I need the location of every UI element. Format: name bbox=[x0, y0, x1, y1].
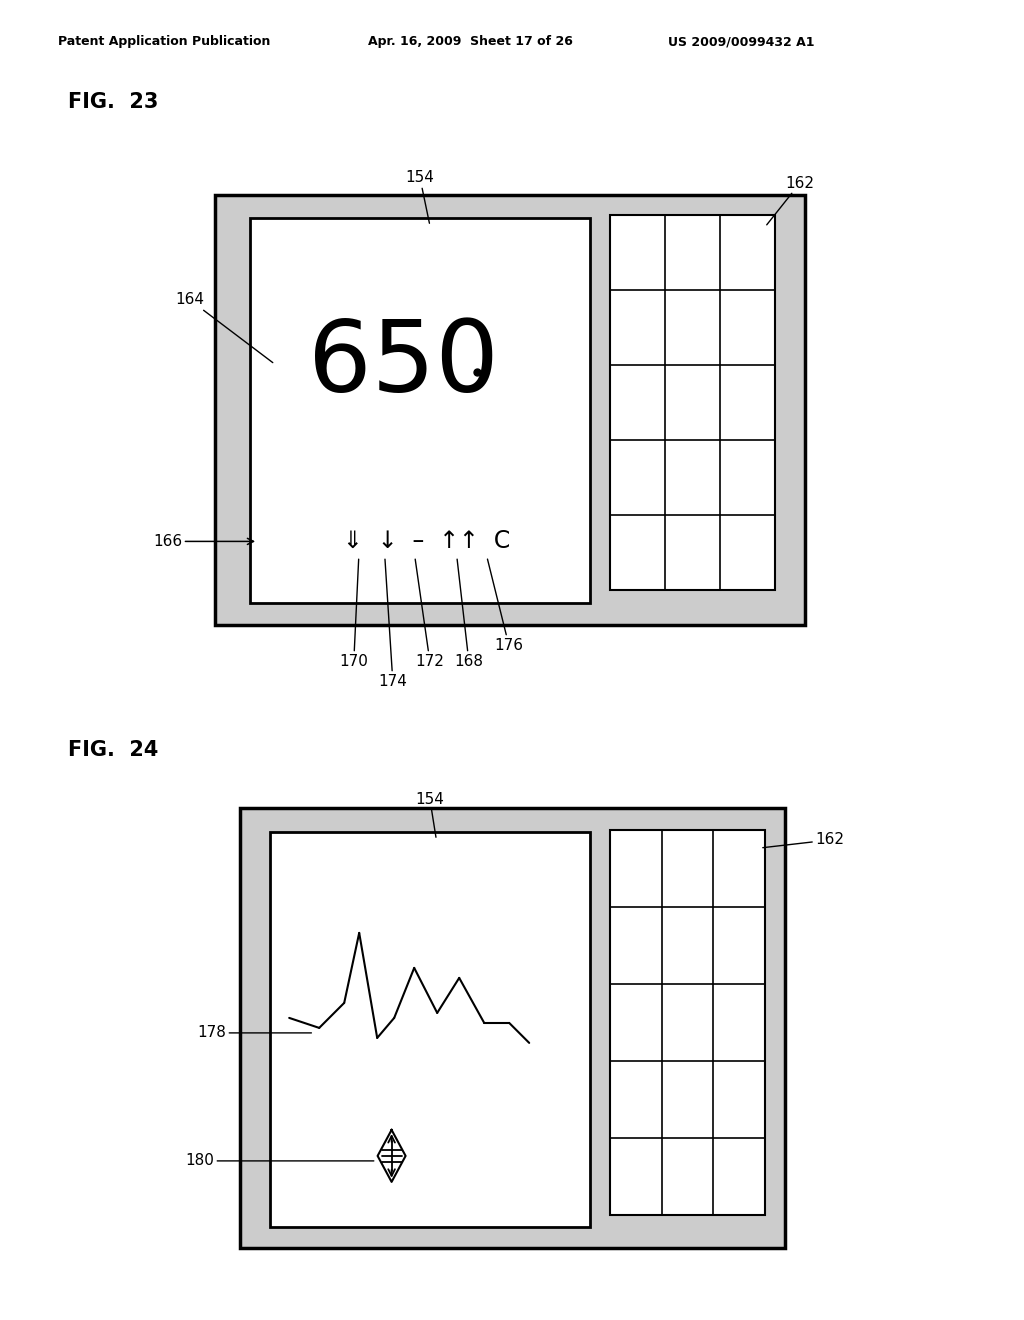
Text: 174: 174 bbox=[378, 560, 408, 689]
Bar bbox=[240, 808, 785, 1247]
Text: 154: 154 bbox=[416, 792, 444, 837]
Text: 162: 162 bbox=[763, 833, 844, 847]
Bar bbox=[270, 832, 590, 1228]
Text: FIG.  24: FIG. 24 bbox=[68, 741, 159, 760]
Text: 166: 166 bbox=[154, 533, 254, 549]
Text: FIG.  23: FIG. 23 bbox=[68, 92, 159, 112]
Text: 650: 650 bbox=[307, 315, 499, 413]
Text: US 2009/0099432 A1: US 2009/0099432 A1 bbox=[668, 36, 814, 49]
Text: 180: 180 bbox=[185, 1154, 374, 1168]
Bar bbox=[610, 830, 765, 1214]
Text: 168: 168 bbox=[455, 560, 483, 668]
Text: 178: 178 bbox=[198, 1026, 311, 1040]
Text: 164: 164 bbox=[175, 293, 272, 363]
Text: Patent Application Publication: Patent Application Publication bbox=[58, 36, 270, 49]
Text: ⇓  ↓  –  ↑↑  C: ⇓ ↓ – ↑↑ C bbox=[343, 529, 510, 553]
Text: 162: 162 bbox=[767, 176, 814, 224]
Text: Apr. 16, 2009  Sheet 17 of 26: Apr. 16, 2009 Sheet 17 of 26 bbox=[368, 36, 572, 49]
Text: 154: 154 bbox=[406, 170, 434, 223]
Text: 172: 172 bbox=[415, 560, 444, 668]
Text: 170: 170 bbox=[339, 560, 369, 668]
Bar bbox=[250, 218, 590, 603]
Bar bbox=[610, 215, 775, 590]
Text: 176: 176 bbox=[487, 560, 523, 652]
Bar bbox=[215, 195, 805, 624]
